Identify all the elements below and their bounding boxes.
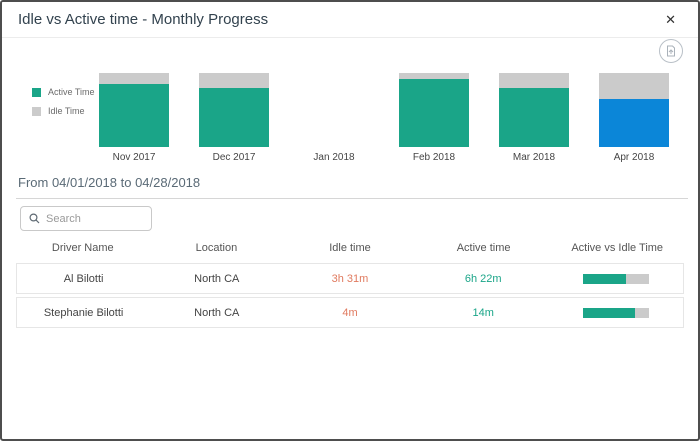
month-label: Feb 2018 [412,152,456,163]
month-label: Jan 2018 [313,152,355,163]
search-box [20,206,152,231]
col-header-driver-name: Driver Name [51,242,114,254]
bar-apr-2018[interactable] [599,73,669,147]
chart-category-labels: Nov 2017 Dec 2017 Jan 2018 Feb 2018 Mar … [84,152,684,163]
active-vs-idle-bar [583,273,650,284]
cell-location: North CA [194,306,240,319]
cell-active-vs-idle [550,273,683,284]
cell-driver-name: Al Bilotti [63,272,104,285]
export-image-icon [665,45,677,57]
dialog-title: Idle vs Active time - Monthly Progress [18,11,269,28]
drivers-table: Driver Name Location Idle time Active ti… [16,240,684,331]
legend-label: Idle Time [48,106,85,116]
chart-legend: Active Time Idle Time [32,87,95,125]
search-input[interactable] [46,212,143,225]
month-label: Mar 2018 [512,152,556,163]
col-header-active-time: Active time [456,242,511,254]
period-divider [16,198,688,199]
active-vs-idle-bar [583,307,650,318]
legend-label: Active Time [48,87,95,97]
date-range-label: From 04/01/2018 to 04/28/2018 [18,175,201,190]
cell-driver-name: Stephanie Bilotti [43,306,124,319]
cell-active-vs-idle [550,307,683,318]
cell-idle-time: 3h 31m [331,272,369,285]
legend-item-active-time: Active Time [32,87,95,97]
bar-dec-2017[interactable] [199,73,269,147]
bar-mar-2018[interactable] [499,73,569,147]
col-header-location: Location [195,242,238,254]
idle-time-swatch-icon [32,106,41,116]
table-row[interactable]: Al Bilotti North CA 3h 31m 6h 22m [16,263,684,294]
legend-item-idle-time: Idle Time [32,106,95,116]
col-header-idle-time: Idle time [329,242,371,254]
dialog-titlebar: Idle vs Active time - Monthly Progress ✕ [2,2,698,38]
search-icon [29,213,40,224]
monthly-progress-chart: Active Time Idle Time Nov 2017 Dec 2017 … [2,62,698,172]
active-time-swatch-icon [32,87,41,97]
close-icon[interactable]: ✕ [659,9,682,30]
month-label: Dec 2017 [212,152,256,163]
cell-active-time: 14m [472,306,494,319]
table-header-row: Driver Name Location Idle time Active ti… [16,240,684,263]
bar-nov-2017[interactable] [99,73,169,147]
month-label: Apr 2018 [613,152,655,163]
table-row[interactable]: Stephanie Bilotti North CA 4m 14m [16,297,684,328]
cell-location: North CA [194,272,240,285]
month-label: Nov 2017 [112,152,156,163]
bar-feb-2018[interactable] [399,73,469,147]
stacked-bars [84,73,684,147]
cell-active-time: 6h 22m [464,272,502,285]
cell-idle-time: 4m [342,306,358,319]
col-header-active-vs-idle: Active vs Idle Time [571,242,664,254]
export-image-button[interactable] [659,39,683,63]
